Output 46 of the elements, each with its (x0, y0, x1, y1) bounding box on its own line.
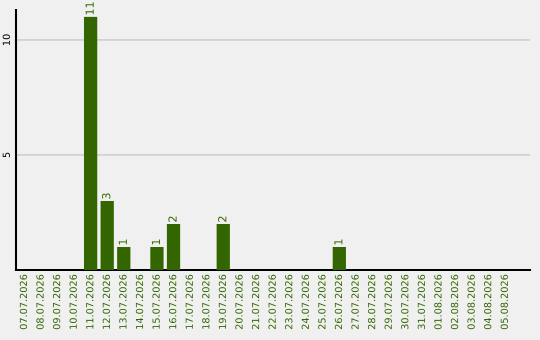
bar (332, 246, 346, 270)
x-tick-label: 10.07.2026 (70, 274, 77, 329)
x-tick-label: 04.08.2026 (484, 274, 492, 330)
x-tick-label: 12.07.2026 (102, 274, 110, 329)
x-tick-label: 25.07.2026 (318, 274, 326, 330)
data-label: 2 (168, 216, 177, 222)
x-tick-label: 15.07.2026 (152, 274, 160, 329)
x-tick-label: 31.07.2026 (418, 274, 426, 330)
bar (117, 246, 130, 270)
x-tick-label: 16.07.2026 (168, 274, 176, 329)
x-tick-label: 09.07.2026 (52, 274, 60, 330)
y-tick-label: 10 (2, 34, 10, 46)
data-label: 1 (152, 240, 160, 244)
x-tick-label: 17.07.2026 (186, 274, 193, 329)
x-tick-label: 13.07.2026 (119, 274, 127, 329)
x-tick-label: 30.07.2026 (401, 274, 408, 330)
x-tick-label: 26.07.2026 (334, 274, 342, 330)
x-tick-label: 24.07.2026 (302, 274, 309, 330)
x-tick-label: 11.07.2026 (86, 274, 94, 329)
data-label: 1 (118, 240, 127, 244)
data-label: 11 (86, 2, 94, 14)
bar (166, 224, 180, 270)
data-label: 1 (334, 240, 342, 244)
bar (150, 246, 164, 270)
bar (84, 16, 98, 270)
x-tick-label: 07.07.2026 (20, 274, 28, 330)
bar (216, 224, 230, 270)
bar (100, 200, 114, 270)
x-tick-label: 19.07.2026 (218, 274, 226, 329)
x-tick-label: 20.07.2026 (235, 274, 243, 330)
x-tick-label: 14.07.2026 (136, 274, 144, 329)
x-tick-label: 05.08.2026 (500, 274, 508, 330)
x-tick-label: 28.07.2026 (368, 274, 376, 330)
x-tick-label: 03.08.2026 (467, 274, 475, 330)
x-tick-label: 01.08.2026 (434, 274, 442, 330)
x-tick-label: 27.07.2026 (351, 274, 359, 330)
y-tick-label: 5 (2, 152, 10, 158)
x-tick-label: 18.07.2026 (202, 274, 210, 329)
x-tick-label: 08.07.2026 (36, 274, 44, 330)
x-tick-label: 22.07.2026 (268, 274, 276, 330)
data-label: 3 (102, 193, 110, 199)
x-tick-label: 02.08.2026 (450, 274, 458, 330)
x-tick-label: 29.07.2026 (384, 274, 392, 330)
x-tick-label: 21.07.2026 (252, 274, 260, 330)
x-tick-label: 23.07.2026 (285, 274, 292, 330)
data-label: 2 (218, 216, 226, 222)
